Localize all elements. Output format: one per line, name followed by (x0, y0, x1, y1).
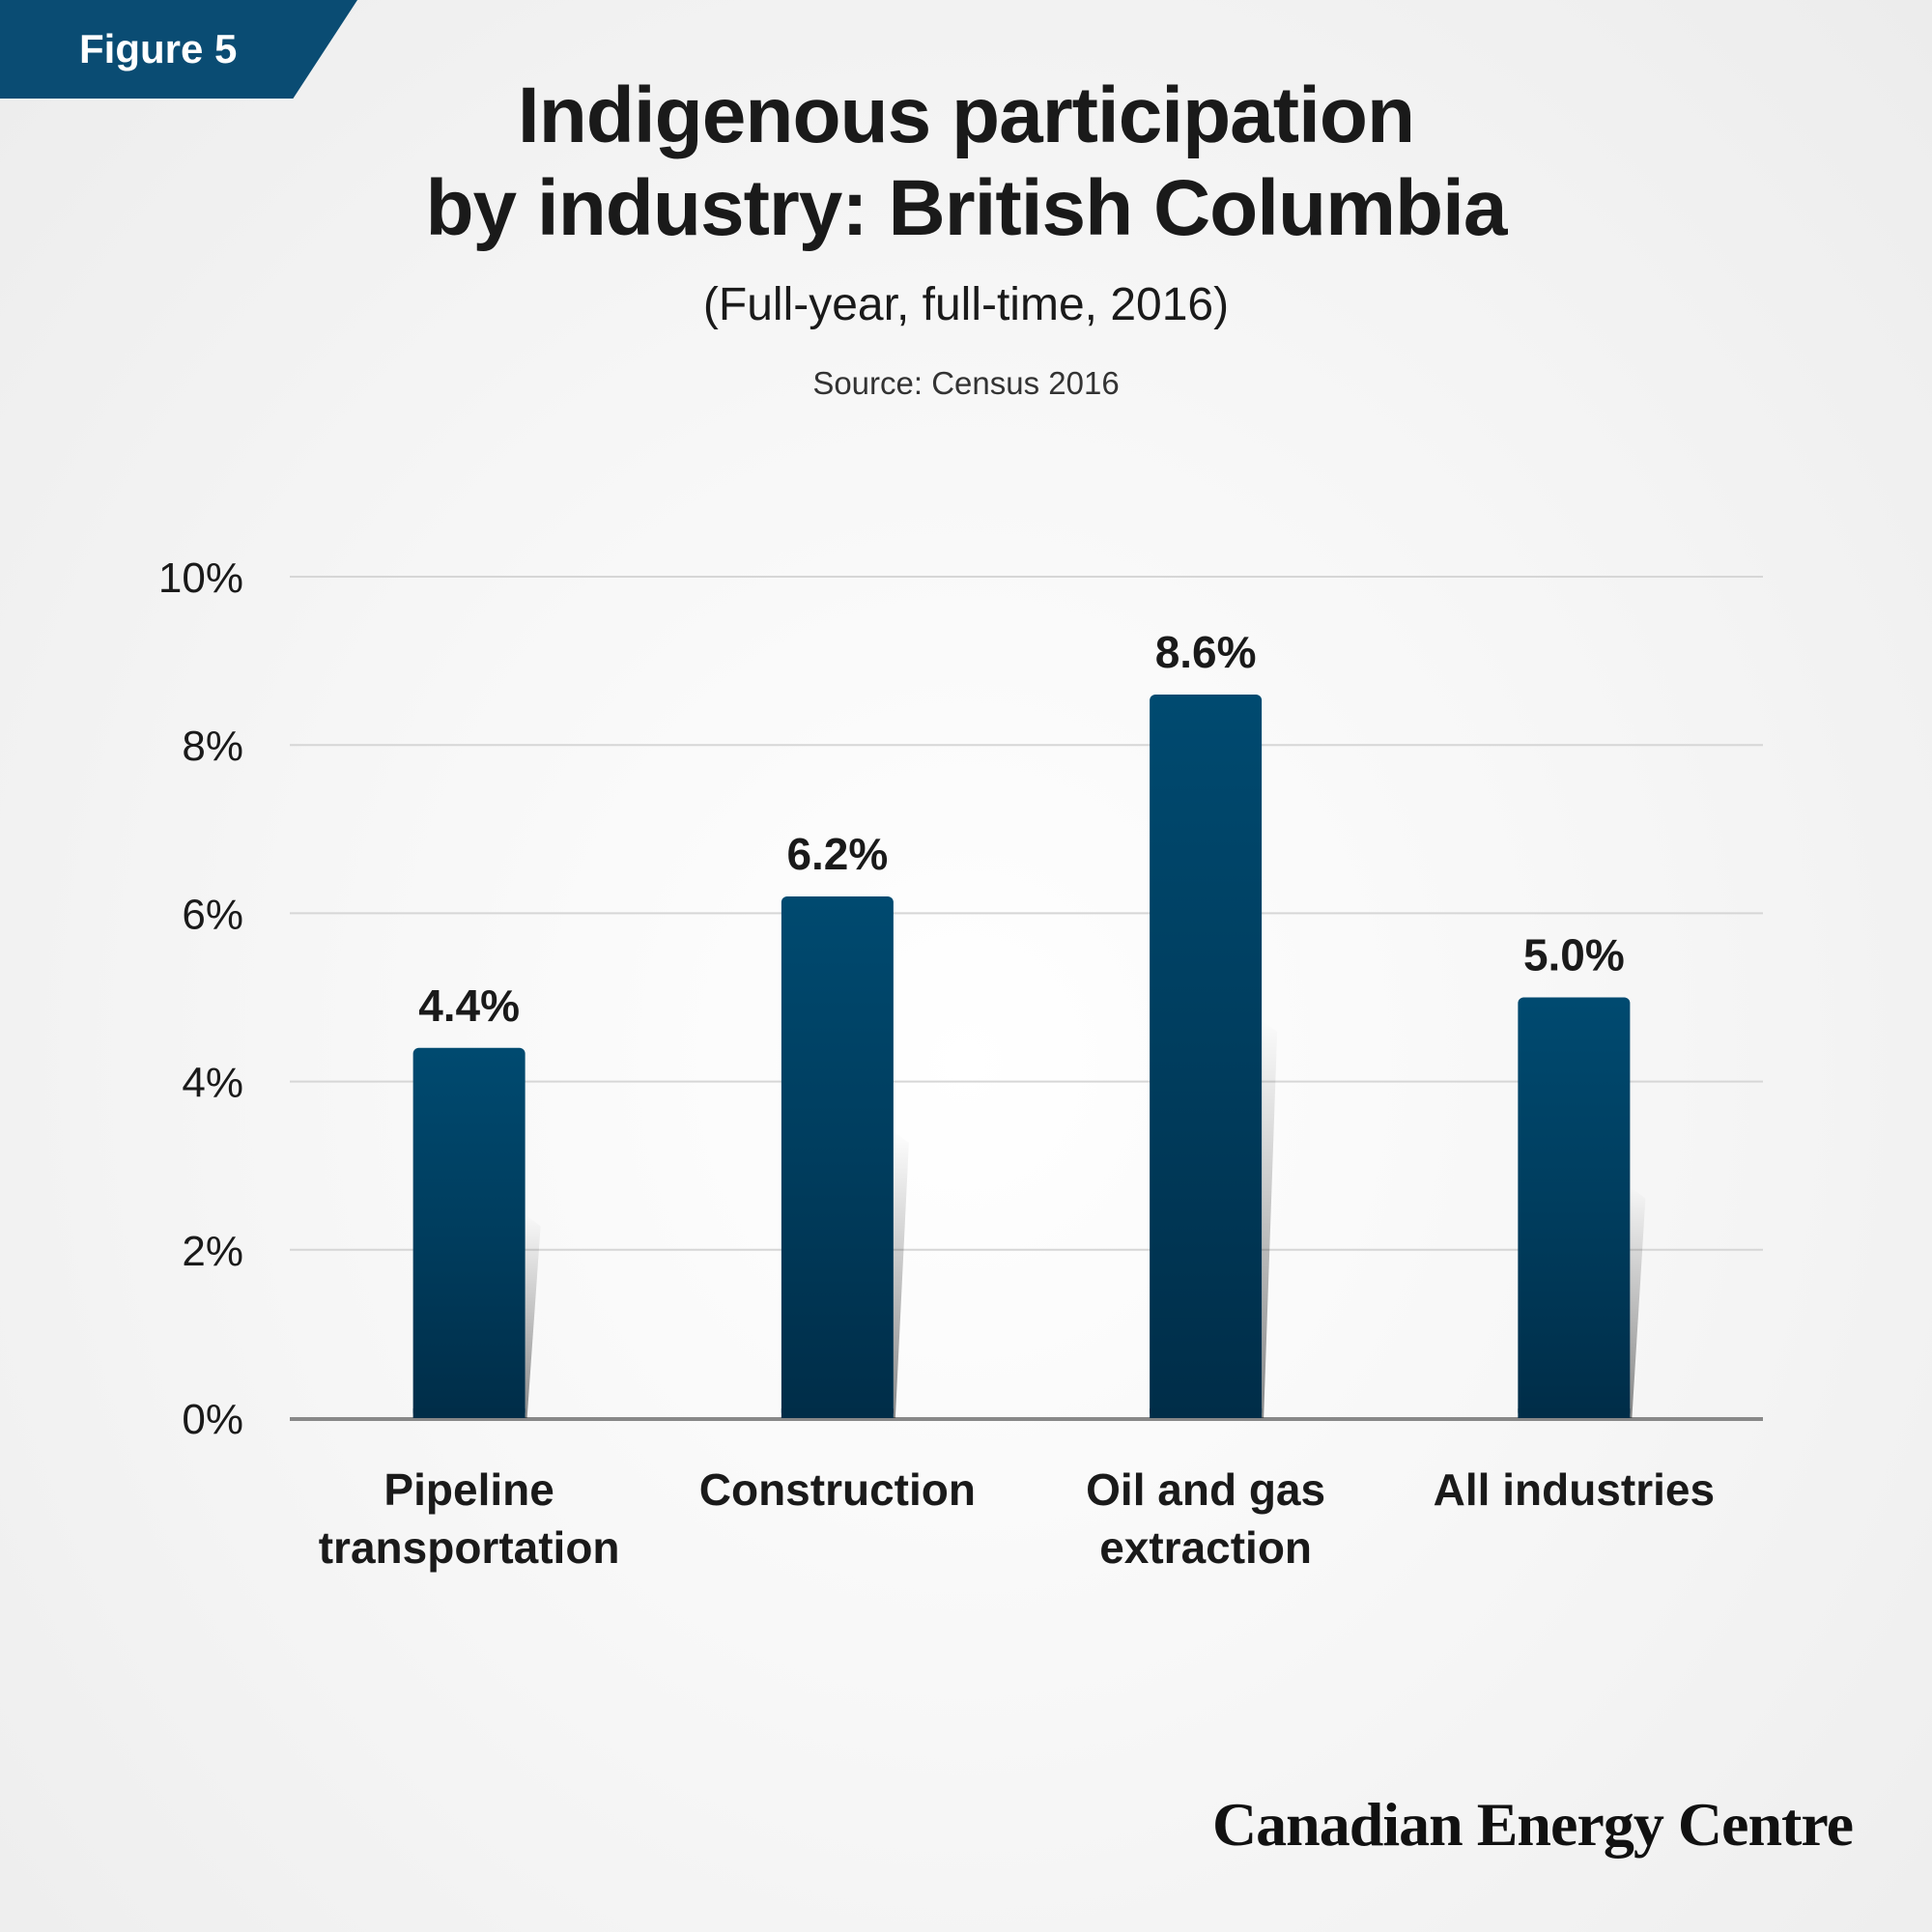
bar (1150, 694, 1263, 1418)
figure-label-banner: Figure 5 (0, 0, 357, 99)
bar-shadow (1262, 1020, 1278, 1418)
figure-label: Figure 5 (79, 26, 238, 71)
y-tick-label: 4% (182, 1060, 243, 1107)
category-label: Oil and gas (1086, 1464, 1325, 1515)
y-tick-label: 6% (182, 891, 243, 938)
chart-labels: 0% 2% 4% 6% 8% 10% 4.4% Pipeline transportation 6… (158, 554, 1715, 1573)
y-tick-label: 2% (182, 1228, 243, 1275)
bar-base (412, 1408, 526, 1418)
category-label: extraction (1099, 1522, 1312, 1573)
category-label: Pipeline (384, 1464, 554, 1515)
chart-source: Source: Census 2016 (812, 365, 1120, 401)
brand-logo-text: Canadian Energy Centre (1211, 1790, 1854, 1859)
bar-shadow (893, 1130, 909, 1418)
bar (412, 1047, 526, 1418)
category-label: Construction (699, 1464, 976, 1515)
y-tick-label: 10% (158, 554, 243, 602)
chart-subtitle: (Full-year, full-time, 2016) (702, 279, 1230, 330)
chart-title-line-2: by industry: British Columbia (425, 164, 1507, 252)
bar-base (1518, 1408, 1631, 1418)
data-label: 6.2% (786, 829, 888, 879)
bar-shadow (1630, 1186, 1646, 1418)
bar-base (1150, 1408, 1263, 1418)
y-tick-label: 8% (182, 723, 243, 770)
bar-base (781, 1408, 894, 1418)
category-label: All industries (1434, 1464, 1715, 1515)
chart-title: Indigenous participation by industry: Br… (0, 70, 1932, 255)
bars (412, 694, 1631, 1418)
bar (781, 895, 894, 1418)
data-label: 8.6% (1155, 627, 1257, 677)
bar-shadow (525, 1214, 541, 1418)
data-label: 5.0% (1523, 930, 1625, 980)
bar-shadows (525, 1020, 1646, 1418)
chart-title-line-1: Indigenous participation (517, 71, 1415, 159)
data-label: 4.4% (418, 980, 520, 1031)
category-label: transportation (319, 1522, 620, 1573)
bar (1518, 997, 1631, 1418)
y-tick-label: 0% (182, 1396, 243, 1443)
